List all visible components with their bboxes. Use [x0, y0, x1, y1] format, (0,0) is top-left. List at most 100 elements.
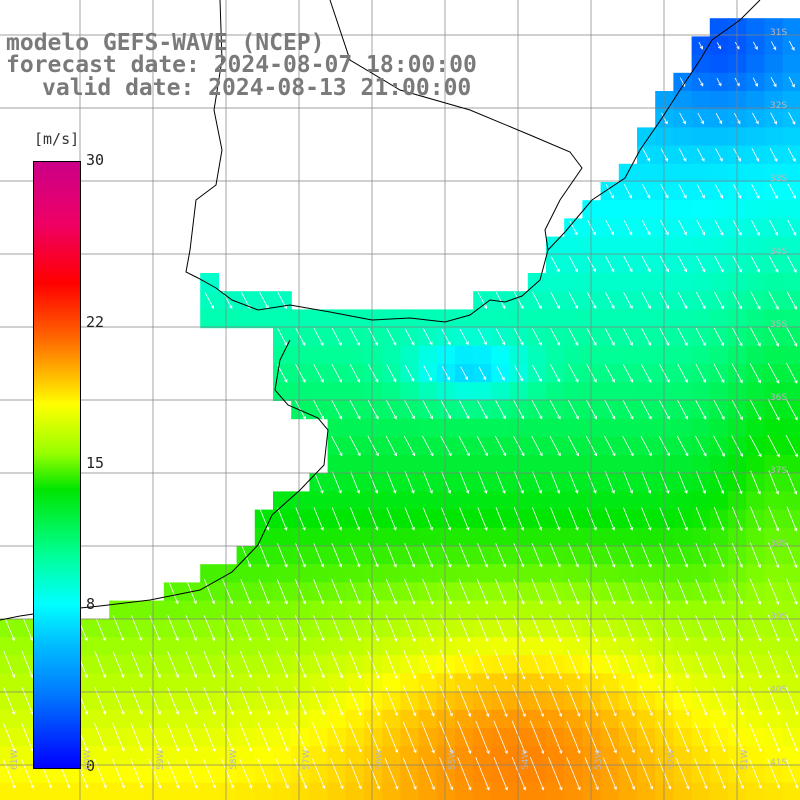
wind-speed-cell — [746, 418, 765, 438]
wind-arrow — [749, 363, 761, 384]
latitude-label: 32S — [770, 101, 788, 111]
wind-speed-cell — [673, 309, 693, 329]
wind-speed-cell — [764, 418, 784, 438]
wind-arrow — [605, 292, 615, 310]
wind-speed-cell — [618, 382, 638, 401]
wind-arrow — [640, 399, 652, 420]
wind-arrow — [623, 471, 633, 494]
wind-arrow — [532, 364, 542, 383]
wind-speed-cell — [418, 455, 438, 474]
wind-speed-cell — [728, 91, 747, 110]
wind-arrow — [423, 365, 432, 382]
wind-arrow — [677, 292, 688, 310]
wind-speed-cell — [764, 54, 784, 74]
wind-speed-cell — [655, 673, 674, 693]
wind-speed-cell — [491, 527, 511, 547]
wind-speed-cell — [182, 746, 201, 765]
wind-speed-cell — [728, 782, 747, 800]
wind-arrow — [788, 76, 795, 88]
wind-arrow — [476, 435, 488, 457]
wind-arrow — [585, 435, 598, 457]
wind-speed-cell — [327, 709, 347, 729]
wind-speed-cell — [436, 782, 456, 800]
wind-speed-cell — [254, 600, 274, 620]
wind-arrow — [640, 363, 652, 383]
wind-speed-cell — [564, 527, 583, 547]
wind-speed-cell — [764, 564, 784, 583]
wind-arrow — [258, 650, 270, 679]
wind-arrow — [568, 543, 579, 568]
wind-speed-cell — [273, 637, 292, 656]
wind-speed-cell — [364, 382, 383, 401]
wind-arrow — [514, 471, 524, 494]
wind-arrow — [531, 435, 543, 457]
wind-arrow — [676, 758, 690, 790]
wind-speed-cell — [236, 637, 256, 656]
wind-arrow — [330, 686, 344, 716]
wind-arrow — [752, 77, 758, 87]
wind-speed-cell — [473, 782, 492, 800]
wind-speed-cell — [546, 527, 565, 547]
wind-arrow — [423, 471, 433, 494]
wind-arrow — [677, 471, 688, 494]
wind-arrow — [785, 758, 799, 789]
wind-speed-cell — [709, 746, 729, 765]
wind-arrow — [21, 651, 34, 679]
wind-arrow — [477, 292, 487, 310]
wind-arrow — [529, 720, 545, 755]
wind-speed-cell — [0, 782, 19, 800]
wind-speed-cell — [400, 746, 420, 765]
wind-speed-cell — [709, 236, 729, 256]
wind-speed-cell — [273, 600, 292, 620]
wind-speed-cell — [309, 382, 329, 401]
wind-speed-cell — [91, 709, 110, 729]
wind-speed-cell — [746, 709, 765, 729]
wind-arrow — [312, 614, 325, 642]
wind-arrow — [204, 292, 214, 310]
wind-arrow — [750, 327, 761, 347]
wind-arrow — [550, 364, 561, 383]
wind-speed-cell — [527, 637, 547, 656]
wind-speed-cell — [509, 600, 529, 620]
wind-speed-cell — [145, 709, 165, 729]
wind-speed-cell — [400, 673, 420, 693]
wind-arrow — [602, 757, 617, 791]
wind-speed-cell — [364, 564, 383, 583]
wind-speed-cell — [582, 527, 602, 547]
wind-speed-cell — [746, 163, 765, 183]
wind-speed-cell — [764, 345, 784, 365]
wind-speed-cell — [400, 455, 420, 474]
wind-arrow — [148, 723, 162, 752]
wind-speed-cell — [618, 782, 638, 800]
wind-arrow — [330, 758, 344, 790]
wind-speed-cell — [655, 163, 674, 183]
wind-speed-cell — [782, 455, 800, 474]
wind-speed-cell — [782, 109, 800, 128]
wind-arrow — [331, 579, 343, 605]
wind-arrow — [511, 720, 526, 755]
wind-speed-cell — [200, 637, 219, 656]
wind-arrow — [458, 543, 470, 568]
wind-speed-cell — [218, 709, 238, 729]
wind-arrow — [677, 579, 689, 605]
wind-arrow — [695, 399, 707, 420]
wind-arrow — [166, 758, 180, 789]
wind-speed-cell — [764, 236, 784, 256]
wind-speed-cell — [163, 600, 183, 620]
wind-speed-cell — [418, 527, 438, 547]
wind-arrow — [149, 651, 161, 679]
wind-speed-cell — [618, 163, 638, 183]
wind-arrow — [404, 471, 415, 494]
wind-speed-cell — [291, 564, 310, 583]
wind-speed-cell — [145, 600, 165, 620]
wind-arrow — [694, 686, 708, 716]
wind-speed-cell — [546, 637, 565, 656]
wind-speed-cell — [400, 491, 420, 511]
wind-speed-cell — [691, 782, 711, 800]
wind-arrow — [641, 220, 651, 236]
wind-speed-cell — [200, 782, 219, 800]
wind-arrow — [421, 721, 435, 754]
wind-arrow — [695, 471, 706, 494]
wind-arrow — [348, 758, 362, 790]
wind-arrow — [313, 399, 324, 420]
